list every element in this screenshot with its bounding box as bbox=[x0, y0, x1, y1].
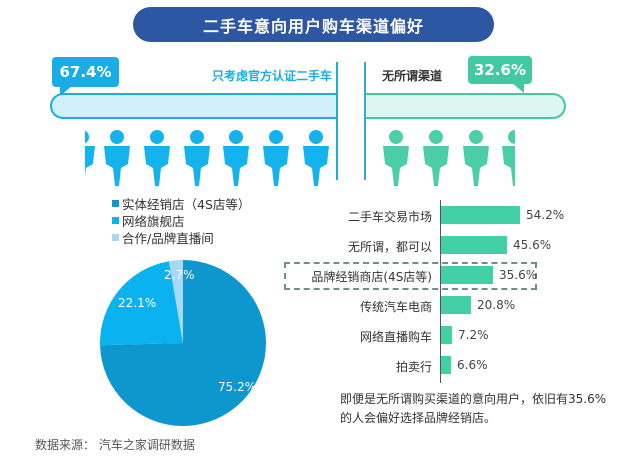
bar-label: 传统汽车电商 bbox=[359, 300, 432, 314]
person-icon bbox=[184, 130, 210, 186]
bar-value: 6.6% bbox=[457, 358, 488, 372]
person-icon bbox=[303, 130, 329, 186]
bar-axis bbox=[440, 200, 441, 383]
bar bbox=[441, 236, 507, 254]
bar-label: 无所谓，都可以 bbox=[347, 240, 432, 254]
legend-swatch bbox=[112, 217, 119, 224]
conclusion-note: 即便是无所谓购买渠道的意向用户，依旧有35.6%的人会偏好选择品牌经销店。 bbox=[340, 392, 607, 425]
bar bbox=[441, 266, 493, 284]
right-split-bar bbox=[364, 93, 566, 119]
bar bbox=[441, 326, 452, 344]
left-category-label: 只考虑官方认证二手车 bbox=[211, 69, 332, 83]
data-source: 数据来源： 汽车之家调研数据 bbox=[35, 438, 195, 452]
legend-swatch bbox=[112, 234, 119, 241]
pie-slice-online bbox=[99, 261, 183, 346]
legend-item: 实体经销店（4S店等） bbox=[112, 195, 250, 212]
legend-item: 网络旗舰店 bbox=[112, 212, 250, 229]
left-divider bbox=[336, 62, 338, 180]
bar bbox=[441, 296, 471, 314]
person-icon bbox=[104, 130, 130, 186]
person-icon bbox=[502, 130, 515, 186]
bar-label: 拍卖行 bbox=[395, 360, 432, 374]
bar-value: 54.2% bbox=[526, 208, 565, 222]
legend-swatch bbox=[112, 200, 119, 207]
bar-label: 网络直播购车 bbox=[359, 330, 432, 344]
right-percent: 32.6% bbox=[473, 61, 527, 79]
person-icon bbox=[85, 130, 95, 186]
bar-value: 20.8% bbox=[477, 298, 516, 312]
person-icon bbox=[263, 130, 289, 186]
person-icon bbox=[463, 130, 489, 186]
right-percent-callout: 32.6% bbox=[468, 56, 532, 93]
left-split-bar bbox=[50, 93, 338, 119]
legend-item: 合作/品牌直播间 bbox=[112, 229, 250, 246]
right-category-label: 无所谓渠道 bbox=[382, 69, 443, 83]
person-icon bbox=[383, 130, 409, 186]
legend-label: 网络旗舰店 bbox=[122, 214, 185, 229]
pie-label-live: 2.7% bbox=[164, 268, 195, 282]
highlight-box bbox=[284, 262, 537, 290]
left-percent-callout: 67.4% bbox=[52, 57, 119, 96]
legend-label: 实体经销店（4S店等） bbox=[122, 197, 251, 212]
bar-label: 二手车交易市场 bbox=[347, 210, 432, 224]
bar-label: 品牌经销商店(4S店等) bbox=[311, 270, 432, 284]
person-icon bbox=[223, 130, 249, 186]
left-percent: 67.4% bbox=[59, 63, 112, 81]
pie-slice-live bbox=[169, 260, 183, 343]
legend-label: 合作/品牌直播间 bbox=[122, 231, 214, 246]
person-icon bbox=[144, 130, 170, 186]
pie-legend: 实体经销店（4S店等） 网络旗舰店 合作/品牌直播间 bbox=[112, 195, 250, 246]
pie-slice-dealer bbox=[100, 260, 266, 426]
pie-label-dealer: 75.2% bbox=[218, 380, 257, 394]
bar bbox=[441, 206, 520, 224]
person-icon bbox=[423, 130, 449, 186]
bar-value: 35.6% bbox=[499, 268, 538, 282]
right-divider bbox=[364, 62, 366, 180]
bar-value: 45.6% bbox=[513, 238, 552, 252]
pie-label-online: 22.1% bbox=[118, 296, 157, 310]
chart-title: 二手车意向用户购车渠道偏好 bbox=[202, 16, 424, 36]
bar-value: 7.2% bbox=[458, 328, 489, 342]
bar bbox=[441, 356, 451, 374]
pie-chart: 75.2% 22.1% 2.7% bbox=[99, 260, 266, 426]
title-banner: 二手车意向用户购车渠道偏好 bbox=[133, 7, 494, 42]
